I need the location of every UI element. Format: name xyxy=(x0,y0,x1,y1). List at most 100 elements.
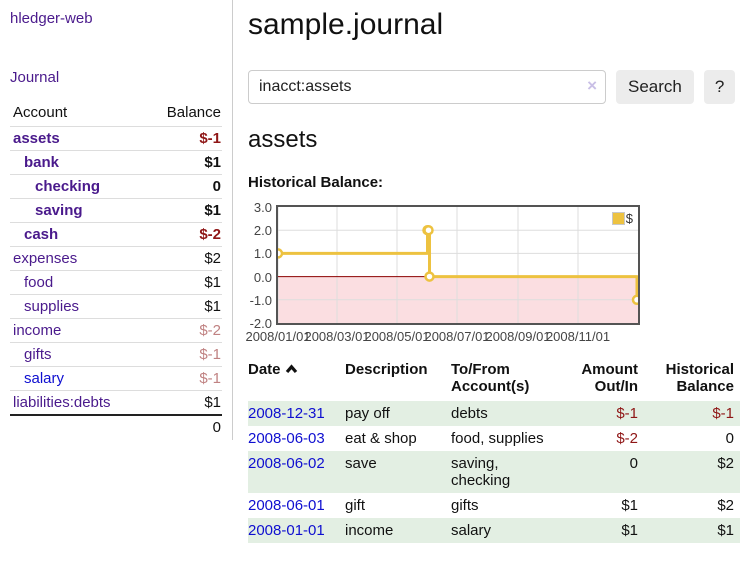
transaction-balance: $2 xyxy=(717,497,734,514)
account-link-assets[interactable]: assets xyxy=(13,130,60,147)
chart-plot-area[interactable]: $ xyxy=(272,205,643,325)
account-balance: $-2 xyxy=(144,318,222,343)
transaction-date-link[interactable]: 2008-06-01 xyxy=(248,497,325,514)
account-row: supplies $1 xyxy=(10,294,222,319)
account-row: bank $1 xyxy=(10,150,222,175)
account-balance: $1 xyxy=(144,270,222,295)
x-tick-label: 2008/05/01 xyxy=(364,329,430,344)
accounts-header-account: Account xyxy=(13,104,68,121)
account-balance: $1 xyxy=(144,390,222,415)
clear-search-icon[interactable]: × xyxy=(587,76,597,95)
transaction-date-link[interactable]: 2008-06-02 xyxy=(248,455,325,472)
register-row: 2008-06-01 gift gifts $1 $2 xyxy=(248,493,740,518)
account-row: income $-2 xyxy=(10,318,222,343)
transaction-accounts: saving, checking xyxy=(451,455,511,489)
chart-y-axis: 3.0 2.0 1.0 0.0 -1.0 -2.0 xyxy=(248,200,272,331)
account-row: cash $-2 xyxy=(10,222,222,247)
transaction-description: pay off xyxy=(345,405,390,422)
account-balance: $2 xyxy=(144,246,222,271)
transaction-accounts: debts xyxy=(451,405,488,422)
register-row: 2008-12-31 pay off debts $-1 $-1 xyxy=(248,401,740,426)
account-row: food $1 xyxy=(10,270,222,295)
transaction-description: save xyxy=(345,455,377,472)
help-button[interactable]: ? xyxy=(703,70,736,104)
register-header-description: Description xyxy=(345,361,428,378)
x-tick-label: 2008/11/01 xyxy=(545,329,611,344)
register-header-balance: Historical Balance xyxy=(665,361,734,395)
search-input[interactable] xyxy=(248,70,606,104)
transaction-date-link[interactable]: 2008-06-03 xyxy=(248,430,325,447)
account-heading: assets xyxy=(248,126,318,153)
account-balance: $1 xyxy=(144,150,222,175)
transaction-amount: $1 xyxy=(621,497,638,514)
y-tick-label: 2.0 xyxy=(253,223,272,239)
transaction-accounts: salary xyxy=(451,522,492,539)
transaction-amount: 0 xyxy=(629,455,638,472)
accounts-table: Account Balance assets $-1 bank $1 check… xyxy=(10,102,222,439)
accounts-total-row: 0 xyxy=(10,414,222,439)
transaction-balance: $1 xyxy=(717,522,734,539)
transaction-amount: $1 xyxy=(621,522,638,539)
transaction-date-link[interactable]: 2008-01-01 xyxy=(248,522,325,539)
transaction-description: eat & shop xyxy=(345,430,417,447)
balance-chart: 3.0 2.0 1.0 0.0 -1.0 -2.0 $ 2008/01/01 2008/03… xyxy=(245,200,742,345)
account-link-salary[interactable]: salary xyxy=(24,370,65,387)
register-row: 2008-06-02 save saving, checking 0 $2 xyxy=(248,451,740,493)
account-balance: 0 xyxy=(144,174,222,199)
brand-link[interactable]: hledger-web xyxy=(10,10,93,27)
register-header-accounts: To/From Account(s) xyxy=(451,361,530,395)
register-row: 2008-01-01 income salary $1 $1 xyxy=(248,518,740,543)
transaction-date-link[interactable]: 2008-12-31 xyxy=(248,405,325,422)
account-link-expenses[interactable]: expenses xyxy=(13,250,78,267)
account-link-liabilities-debts[interactable]: liabilities:debts xyxy=(13,394,111,411)
page-title: sample.journal xyxy=(248,8,444,41)
chart-title: Historical Balance: xyxy=(248,174,384,191)
register-header-date[interactable]: Date xyxy=(248,359,345,401)
x-tick-label: 2008/01/01 xyxy=(245,329,311,344)
transaction-description: gift xyxy=(345,497,366,514)
account-link-gifts[interactable]: gifts xyxy=(24,346,52,363)
y-tick-label: -2.0 xyxy=(249,316,272,331)
accounts-header-balance: Balance xyxy=(166,104,221,121)
x-tick-label: 2008/07/01 xyxy=(424,329,490,344)
search-button[interactable]: Search xyxy=(616,70,694,104)
transaction-balance: 0 xyxy=(725,430,734,447)
sidebar-item-journal[interactable]: Journal xyxy=(10,69,60,86)
accounts-total-balance: 0 xyxy=(144,414,222,439)
main-content: sample.journal × Search ? assets Histori… xyxy=(245,0,742,543)
register-header-row: Date Description To/From Account(s) Amou… xyxy=(248,359,740,401)
transaction-balance: $2 xyxy=(717,455,734,472)
account-link-supplies[interactable]: supplies xyxy=(24,298,80,315)
account-row: expenses $2 xyxy=(10,246,222,271)
account-row: gifts $-1 xyxy=(10,342,222,367)
account-row: assets $-1 xyxy=(10,126,222,151)
register-table: Date Description To/From Account(s) Amou… xyxy=(248,359,740,543)
account-balance: $-1 xyxy=(144,366,222,391)
y-tick-label: 1.0 xyxy=(253,246,272,262)
chart-x-axis: 2008/01/01 2008/03/01 2008/05/01 2008/07/01… xyxy=(245,329,638,345)
account-balance: $-1 xyxy=(144,342,222,367)
transaction-accounts: food, supplies xyxy=(451,430,544,447)
x-tick-label: 2008/03/01 xyxy=(304,329,370,344)
y-tick-label: 3.0 xyxy=(253,200,272,215)
legend-swatch-icon xyxy=(611,212,625,225)
account-row: saving $1 xyxy=(10,198,222,223)
account-link-cash[interactable]: cash xyxy=(24,226,59,243)
transaction-amount: $-2 xyxy=(616,430,638,447)
register-row: 2008-06-03 eat & shop food, supplies $-2… xyxy=(248,426,740,451)
account-link-bank[interactable]: bank xyxy=(24,154,60,171)
account-link-saving[interactable]: saving xyxy=(35,202,83,219)
transaction-amount: $-1 xyxy=(616,405,638,422)
account-link-food[interactable]: food xyxy=(24,274,54,291)
transaction-balance: $-1 xyxy=(712,405,734,422)
register-header-amount: Amount Out/In xyxy=(581,361,638,395)
legend-label: $ xyxy=(625,211,633,226)
account-link-income[interactable]: income xyxy=(13,322,62,339)
account-row: checking 0 xyxy=(10,174,222,199)
account-balance: $1 xyxy=(144,198,222,223)
search-form: × Search ? xyxy=(248,70,742,104)
chart-legend: $ xyxy=(609,210,635,227)
y-tick-label: -1.0 xyxy=(249,292,272,308)
account-link-checking[interactable]: checking xyxy=(35,178,101,195)
account-row: liabilities:debts $1 xyxy=(10,390,222,415)
